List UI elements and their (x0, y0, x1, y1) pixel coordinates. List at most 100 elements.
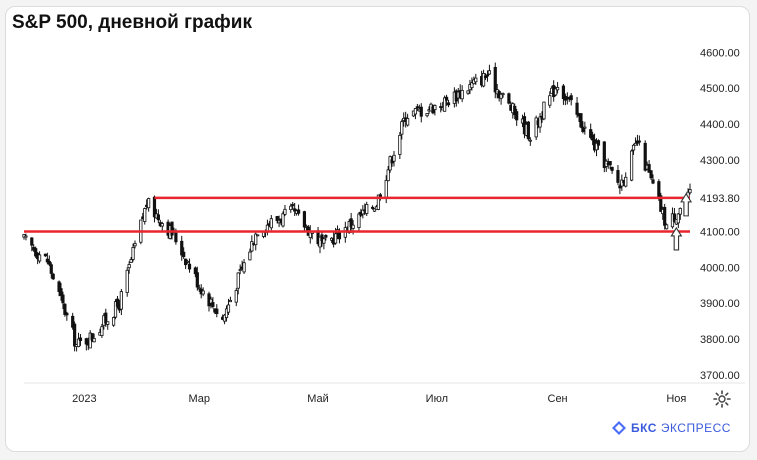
y-axis: 3700.00 3800.00 3900.00 4000.00 4100.00 4193.… (700, 47, 740, 382)
candle-body (248, 251, 252, 261)
candle-body (76, 338, 81, 348)
candle-body (24, 235, 28, 238)
candle-body (73, 323, 77, 347)
candle-body (392, 154, 396, 162)
candle-body (569, 95, 573, 101)
candle-body (318, 236, 322, 248)
candle-body (470, 82, 474, 88)
brand-name-rest: ЭКСПРЕСС (660, 421, 731, 435)
candle-body (386, 169, 390, 182)
candle-body (302, 211, 307, 228)
candle-body (160, 223, 164, 227)
candle-body (413, 108, 418, 115)
candle-body (643, 142, 647, 171)
candle-body (281, 213, 285, 227)
candle-body (515, 111, 519, 121)
candle-body (460, 89, 464, 100)
candle-body (548, 95, 552, 106)
candle-body (581, 126, 585, 132)
x-axis: 2023 Мар Май Июл Сен Ноя (24, 382, 745, 405)
candle-body (215, 308, 219, 315)
candle-body (250, 241, 254, 252)
candle-body (602, 141, 606, 168)
candle-body (322, 238, 326, 244)
candle-body (113, 301, 118, 318)
y-tick-label: 4400.00 (700, 119, 740, 131)
candle-body (561, 85, 566, 100)
candle-body (195, 272, 199, 288)
candle-body (676, 213, 680, 224)
candle-body (657, 181, 661, 199)
candle-body (269, 218, 273, 229)
candle-body (672, 213, 677, 222)
candle-body (92, 338, 96, 343)
candle-body (30, 237, 34, 246)
candle-body (242, 262, 246, 273)
candle-body (182, 251, 186, 258)
candle-body (127, 264, 131, 269)
candle-body (446, 102, 451, 106)
candle-body (629, 150, 634, 181)
x-tick-label: Июл (426, 393, 448, 405)
candle-body (361, 209, 365, 215)
candle-body (372, 208, 377, 212)
candle-body (106, 321, 110, 325)
candle-body (444, 96, 449, 101)
candle-body (618, 185, 622, 189)
candle-body (620, 179, 624, 187)
candle-body (129, 259, 133, 263)
candle-body (324, 234, 328, 238)
candle-body (88, 332, 92, 349)
candle-body (226, 304, 231, 313)
candle-body (624, 176, 628, 187)
candle-body (289, 205, 293, 211)
candle-body (594, 142, 599, 151)
candle-body (78, 337, 83, 342)
candle-body (575, 102, 579, 115)
candle-body (649, 170, 653, 179)
candle-body (631, 144, 636, 151)
candle-body (47, 260, 51, 265)
candle-body (528, 139, 532, 142)
candle-body (487, 70, 492, 75)
candle-body (538, 116, 542, 128)
candle-body (100, 326, 104, 337)
x-tick-label: Ноя (666, 393, 686, 405)
candle-body (283, 208, 287, 215)
candle-body (637, 140, 641, 143)
y-tick-label: 3700.00 (700, 370, 740, 382)
candle-body (526, 121, 530, 140)
candle-body (554, 88, 558, 96)
candle-body (400, 121, 404, 135)
candle-body (254, 233, 258, 246)
x-tick-label: Мар (188, 393, 210, 405)
candle-body (349, 218, 353, 228)
candle-body (51, 273, 55, 280)
candle-body (234, 290, 238, 303)
candle-body (201, 290, 205, 295)
candle-body (197, 287, 201, 290)
candle-body (583, 126, 587, 129)
gear-icon[interactable] (712, 389, 732, 409)
candle-body (236, 272, 240, 289)
candle-body (111, 317, 116, 326)
candle-body (351, 224, 355, 229)
candle-body (131, 247, 135, 260)
candle-body (534, 117, 538, 138)
candle-body (542, 101, 546, 120)
y-tick-label: 3800.00 (700, 334, 740, 346)
candle-body (104, 312, 108, 324)
candle-body (659, 195, 663, 212)
candle-body (651, 179, 655, 184)
candle-body (507, 93, 511, 104)
candle-body (357, 213, 361, 228)
candle-body (678, 207, 682, 215)
x-tick-label: 2023 (72, 393, 96, 405)
y-tick-label: 4600.00 (700, 47, 740, 59)
candle-body (170, 221, 174, 236)
candle-body (174, 232, 178, 243)
candle-body (34, 248, 38, 257)
chart-title: S&P 500, дневной график (12, 12, 252, 33)
candle-body (224, 308, 229, 318)
